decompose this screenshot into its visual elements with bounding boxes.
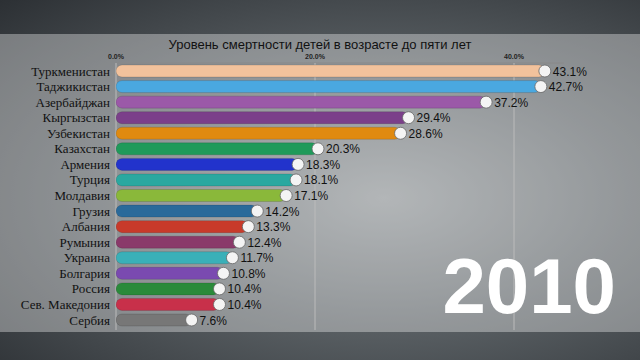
plot-panel (0, 34, 640, 332)
category-label: Турция (70, 172, 110, 187)
data-label: 18.3% (306, 158, 340, 172)
data-label: 42.7% (549, 80, 583, 94)
bar (116, 314, 192, 326)
bar (116, 221, 248, 233)
category-label: Украина (64, 250, 111, 265)
category-label: Албания (62, 219, 110, 234)
data-label: 12.4% (247, 236, 281, 250)
data-label: 43.1% (553, 65, 587, 79)
flag-icon (226, 252, 238, 264)
category-label: Румыния (60, 235, 110, 250)
category-label: Азербайджан (36, 95, 111, 110)
chart: Уровень смертности детей в возрасте до п… (0, 0, 640, 360)
flag-icon (213, 298, 225, 310)
tick-label: 0.0% (108, 53, 125, 60)
data-label: 14.2% (265, 205, 299, 219)
category-label: Кыргызстан (43, 110, 110, 125)
bar (116, 190, 286, 202)
flag-icon (233, 236, 245, 248)
flag-icon (535, 81, 547, 93)
flag-icon (217, 267, 229, 279)
flag-icon (480, 96, 492, 108)
flag-icon (290, 174, 302, 186)
category-label: Сербия (69, 313, 110, 328)
bar (116, 252, 232, 264)
category-label: Туркменистан (31, 64, 110, 79)
bar (116, 127, 401, 139)
category-label: Таджикистан (36, 79, 110, 94)
data-label: 10.8% (231, 267, 265, 281)
bar (116, 158, 298, 170)
flag-icon (242, 221, 254, 233)
bar (116, 112, 409, 124)
category-label: Молдавия (54, 188, 110, 203)
tick-label: 20.0% (305, 53, 326, 60)
flag-icon (213, 283, 225, 295)
axis-line (116, 63, 564, 64)
flag-icon (312, 143, 324, 155)
flag-icon (280, 190, 292, 202)
flag-icon (251, 205, 263, 217)
category-label: Россия (72, 281, 110, 296)
flag-icon (539, 65, 551, 77)
category-label: Узбекистан (47, 126, 110, 141)
flag-icon (395, 127, 407, 139)
category-label: Казахстан (54, 141, 110, 156)
data-label: 29.4% (417, 111, 451, 125)
year-annotation: 2010 (442, 242, 616, 330)
data-label: 28.6% (409, 127, 443, 141)
title: Уровень смертности детей в возрасте до п… (169, 37, 472, 52)
flag-icon (292, 158, 304, 170)
bar (116, 174, 296, 186)
data-label: 13.3% (256, 220, 290, 234)
data-label: 18.1% (304, 173, 338, 187)
data-label: 37.2% (494, 96, 528, 110)
bar (116, 65, 545, 77)
category-label: Сев. Македония (21, 297, 110, 312)
bar (116, 143, 318, 155)
bar (116, 236, 239, 248)
bar (116, 96, 486, 108)
category-label: Болгария (59, 266, 110, 281)
category-label: Армения (60, 157, 110, 172)
flag-icon (403, 112, 415, 124)
data-label: 7.6% (200, 314, 228, 328)
tick-label: 40.0% (504, 53, 525, 60)
bar (116, 81, 541, 93)
data-label: 17.1% (294, 189, 328, 203)
bar (116, 267, 223, 279)
bar (116, 205, 257, 217)
data-label: 20.3% (326, 142, 360, 156)
data-label: 10.4% (227, 298, 261, 312)
bar (116, 283, 219, 295)
data-label: 11.7% (240, 251, 273, 265)
bar (116, 298, 219, 310)
data-label: 10.4% (227, 282, 261, 296)
flag-icon (186, 314, 198, 326)
category-label: Грузия (72, 204, 110, 219)
